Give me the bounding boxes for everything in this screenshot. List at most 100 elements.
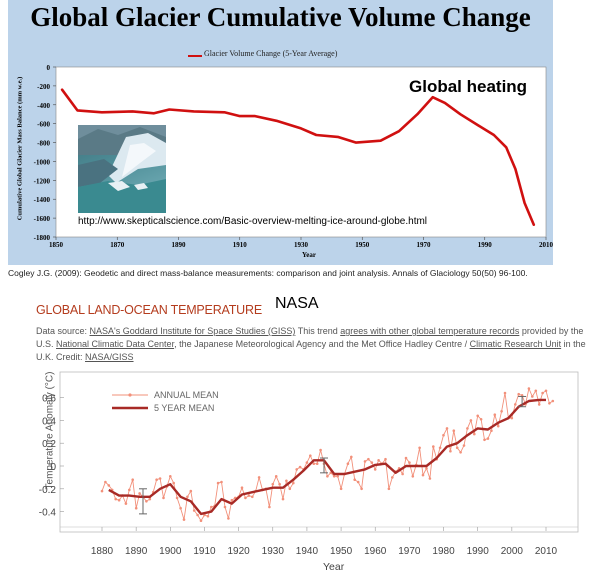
annual-mean-point bbox=[292, 481, 295, 485]
annual-mean-point bbox=[107, 484, 111, 487]
annual-mean-point bbox=[469, 419, 473, 422]
nasa-label: NASA bbox=[275, 295, 319, 312]
annual-mean-point bbox=[404, 456, 408, 460]
glacier-chart-panel: Global Glacier Cumulative Volume Change … bbox=[8, 0, 553, 265]
annual-mean-point bbox=[537, 403, 541, 406]
temperature-x-axis-title: Year bbox=[323, 561, 345, 573]
temperature-y-tick-label: -0.2 bbox=[39, 485, 57, 496]
annual-mean-point bbox=[520, 394, 524, 397]
temperature-y-tick-label: 0.6 bbox=[42, 394, 56, 405]
annual-mean-point bbox=[356, 480, 360, 484]
annual-mean-point bbox=[483, 438, 486, 442]
annual-mean-point bbox=[428, 477, 432, 480]
annual-mean-point bbox=[445, 427, 449, 430]
link-cru[interactable]: Climatic Research Unit bbox=[469, 339, 562, 349]
annual-mean-point bbox=[514, 403, 517, 406]
temperature-x-tick-label: 1930 bbox=[262, 546, 285, 557]
annual-mean-point bbox=[503, 391, 507, 395]
annual-mean-point bbox=[189, 489, 193, 493]
annual-mean-point bbox=[100, 489, 104, 493]
annual-mean-point bbox=[462, 444, 466, 447]
glacier-y-tick-label: -1000 bbox=[34, 158, 51, 166]
temperature-x-tick-label: 1940 bbox=[296, 546, 319, 557]
glacier-x-tick-label: 1970 bbox=[417, 241, 432, 249]
annual-mean-point bbox=[449, 449, 452, 453]
glacier-y-tick-label: -1200 bbox=[34, 177, 51, 185]
annual-mean-point bbox=[363, 460, 367, 463]
annual-mean-point bbox=[175, 496, 179, 500]
temperature-x-tick-label: 1880 bbox=[91, 546, 114, 557]
link-other-records[interactable]: agrees with other global temperature rec… bbox=[340, 326, 520, 336]
annual-mean-point bbox=[192, 509, 196, 512]
annual-mean-point bbox=[370, 461, 374, 464]
annual-mean-point bbox=[145, 500, 148, 503]
glacier-x-axis-title: Year bbox=[302, 251, 316, 259]
annual-mean-point bbox=[117, 498, 121, 502]
annual-mean-point bbox=[367, 457, 370, 461]
annual-mean-point bbox=[247, 494, 251, 497]
glacier-y-tick-label: -1400 bbox=[34, 196, 51, 204]
annual-mean-point bbox=[391, 476, 394, 479]
source-text-part: Data source: bbox=[36, 326, 90, 336]
temperature-x-tick-label: 2000 bbox=[501, 546, 524, 557]
annual-mean-point bbox=[466, 427, 469, 430]
annual-mean-point bbox=[268, 505, 271, 509]
citation-text: Cogley J.G. (2009): Geodetic and direct … bbox=[8, 268, 528, 278]
link-ncdc[interactable]: National Climatic Data Center bbox=[56, 339, 175, 349]
annual-mean-point bbox=[432, 445, 435, 448]
glacier-y-tick-label: -1800 bbox=[34, 234, 51, 242]
temperature-x-tick-label: 2010 bbox=[535, 546, 558, 557]
temperature-y-tick-label: 0.4 bbox=[42, 416, 56, 427]
annual-mean-point bbox=[271, 482, 275, 486]
global-heating-annotation: Global heating bbox=[409, 77, 528, 96]
glacier-x-tick-label: 1950 bbox=[355, 241, 370, 249]
annual-mean-point bbox=[230, 498, 234, 502]
glacier-x-tick-label: 2010 bbox=[539, 241, 553, 249]
glacier-y-tick-label: -1600 bbox=[34, 215, 51, 223]
temperature-y-tick-label: 0 bbox=[50, 462, 56, 473]
annual-mean-point bbox=[162, 496, 165, 500]
annual-mean-point bbox=[401, 472, 404, 476]
link-nasa-giss[interactable]: NASA/GISS bbox=[85, 352, 134, 362]
glacier-y-axis-title: Cumulative Global Glacier Mass Balance (… bbox=[16, 76, 24, 221]
temperature-x-tick-label: 1890 bbox=[125, 546, 148, 557]
annual-mean-point bbox=[541, 391, 544, 395]
annual-mean-point bbox=[179, 506, 182, 510]
annual-mean-point bbox=[350, 455, 353, 459]
temperature-y-tick-label: 0.2 bbox=[42, 439, 56, 450]
glacier-y-tick-label: 0 bbox=[47, 64, 51, 72]
annual-mean-point bbox=[377, 459, 380, 462]
annual-mean-point bbox=[216, 481, 220, 485]
temperature-y-axis-title: Temperature Anomaly (°C) bbox=[44, 371, 56, 490]
temperature-x-tick-label: 1960 bbox=[364, 546, 387, 557]
temperature-chart-panel: GLOBAL LAND-OCEAN TEMPERATURE NASA Data … bbox=[32, 295, 586, 583]
annual-mean-point bbox=[148, 497, 152, 501]
annual-mean-point bbox=[496, 424, 500, 428]
link-giss[interactable]: NASA's Goddard Institute for Space Studi… bbox=[89, 326, 296, 336]
annual-mean-point bbox=[452, 429, 456, 432]
annual-mean-point bbox=[223, 505, 227, 509]
annual-mean-point bbox=[531, 395, 534, 398]
annual-mean-point bbox=[455, 446, 459, 450]
glacier-y-tick-label: -800 bbox=[37, 140, 50, 148]
annual-mean-point bbox=[295, 468, 299, 471]
annual-mean-point bbox=[182, 518, 186, 521]
temperature-plot-frame bbox=[59, 371, 579, 533]
annual-mean-point bbox=[227, 517, 230, 520]
annual-mean-point bbox=[346, 462, 350, 465]
annual-mean-point bbox=[493, 413, 497, 416]
annual-mean-point bbox=[408, 461, 411, 464]
five-year-mean-line bbox=[108, 398, 546, 516]
annual-mean-point bbox=[490, 429, 493, 432]
annual-mean-point bbox=[486, 437, 490, 440]
annual-mean-point bbox=[285, 479, 288, 483]
annual-mean-point bbox=[442, 433, 445, 437]
source-text-part: in the U.K. Credit: bbox=[36, 339, 586, 362]
annual-mean-point bbox=[384, 457, 387, 461]
annual-mean-point bbox=[298, 465, 302, 469]
annual-mean-point bbox=[131, 478, 134, 481]
glacier-x-tick-label: 1850 bbox=[49, 241, 64, 249]
temperature-x-tick-label: 1980 bbox=[432, 546, 455, 557]
temperature-chart-svg: 0.6 0.4 0.2 0 -0.2 -0.4 1880 1890 1900 1910 1920 19… bbox=[39, 371, 579, 557]
annual-mean-point bbox=[527, 387, 531, 390]
